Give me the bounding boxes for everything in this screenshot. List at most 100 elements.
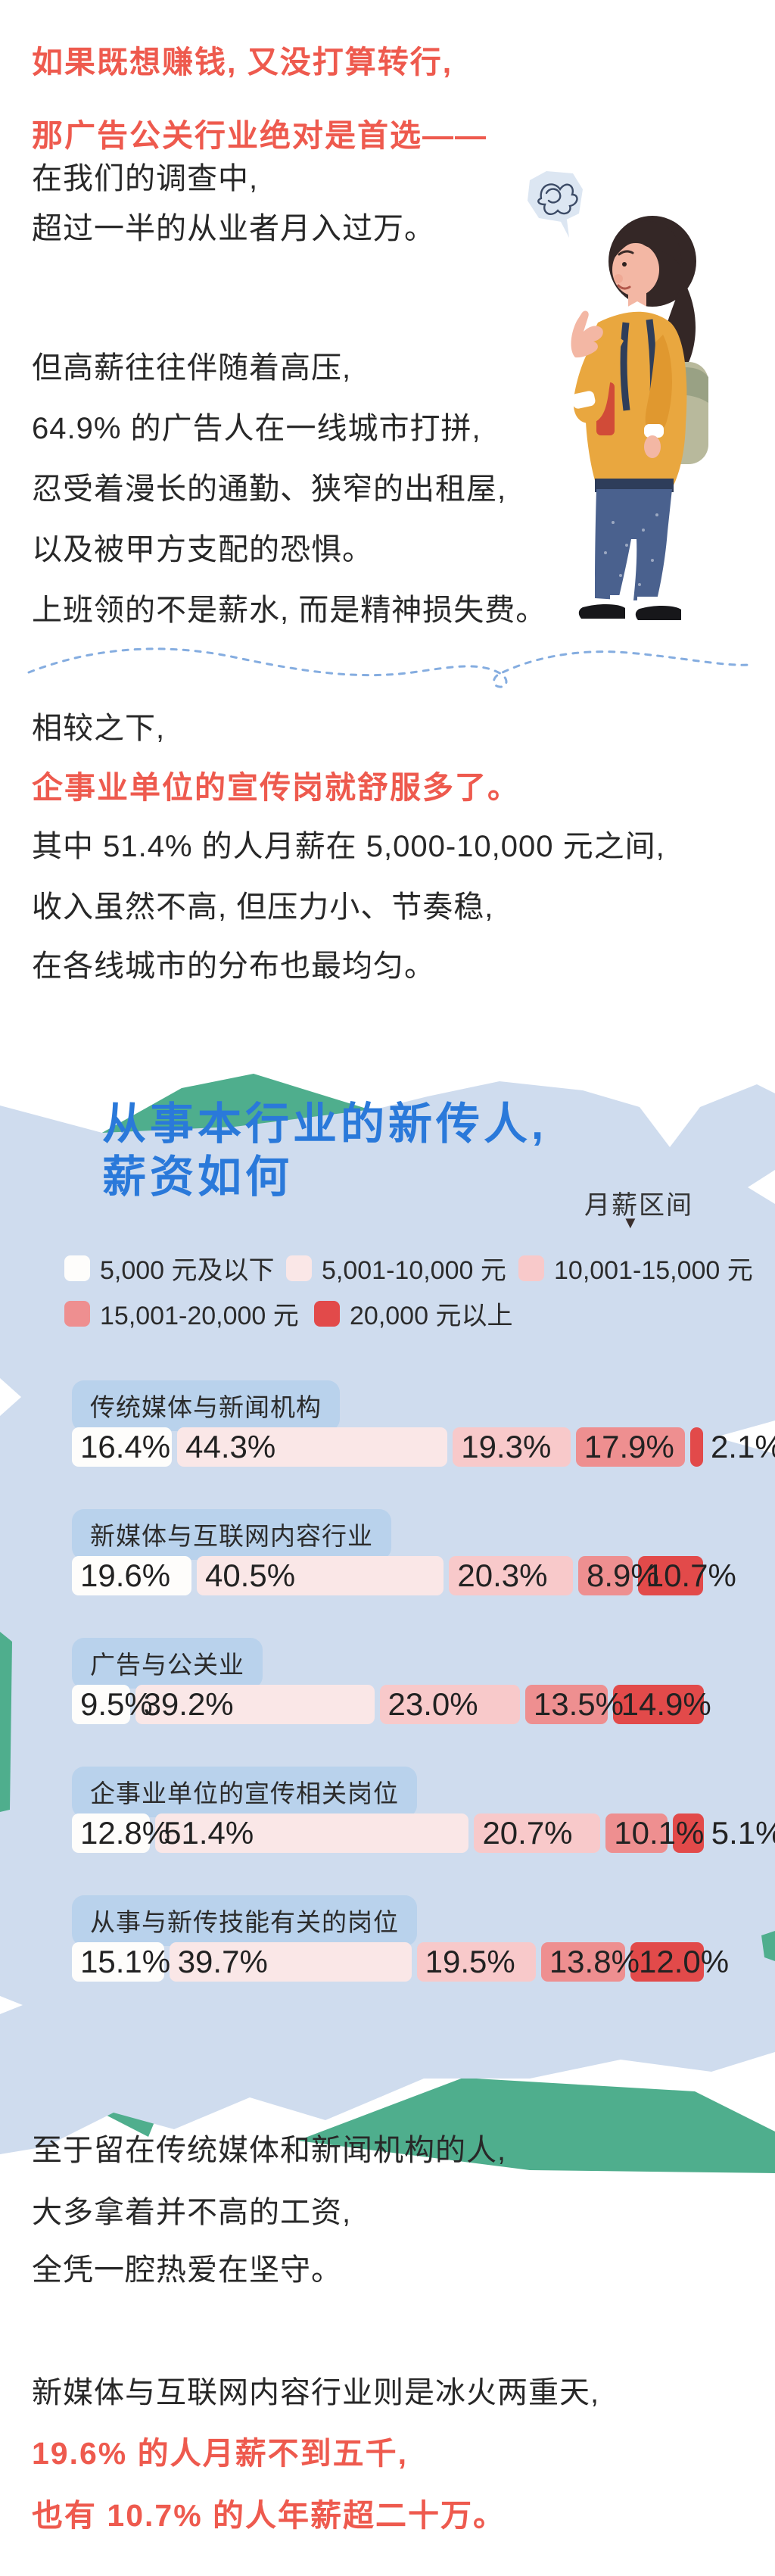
bar-segment: 17.9% <box>575 1427 686 1467</box>
bar-segment: 40.5% <box>196 1556 444 1595</box>
bar-value: 17.9% <box>584 1429 674 1464</box>
legend-swatch <box>64 1255 90 1281</box>
legend-item: 10,001-15,000 元 <box>518 1249 753 1286</box>
outro-line2: 大多拿着并不高的工资, <box>32 2196 352 2229</box>
bar-row-label: 传统媒体与新闻机构 <box>72 1380 340 1435</box>
bar-segment: 19.5% <box>416 1942 536 1982</box>
bar-segment: 19.3% <box>453 1427 571 1467</box>
pressure-line1: 但高薪往往伴随着高压, <box>32 351 352 385</box>
bar-value: 44.3% <box>185 1429 276 1464</box>
bar-value: 19.5% <box>425 1944 515 1979</box>
compare-line2: 其中 51.4% 的人月薪在 5,000-10,000 元之间, <box>32 830 665 863</box>
legend-item: 5,000 元及以下 <box>64 1249 275 1286</box>
bar-value: 13.5% <box>533 1686 624 1722</box>
bar-value: 5.1% <box>711 1815 775 1851</box>
bar-segment: 39.2% <box>135 1685 375 1724</box>
bar-row-label: 广告与公关业 <box>72 1638 263 1692</box>
bar-segment: 20.7% <box>474 1813 601 1853</box>
bar-segment: 10.7% <box>637 1556 736 1595</box>
bar-value: 2.1% <box>710 1429 775 1464</box>
legend-swatch <box>64 1300 90 1327</box>
legend-label: 10,001-15,000 元 <box>554 1256 753 1285</box>
compare-line3: 收入虽然不高, 但压力小、节奏稳, <box>32 890 494 924</box>
bar-value: 20.3% <box>457 1558 548 1593</box>
bar-row: 9.5% 39.2% 23.0% 13.5% 14.9% <box>72 1685 711 1724</box>
bar-segment: 13.5% <box>524 1685 624 1724</box>
chart-title: 从事本行业的新传人, 薪资如何 <box>102 1098 547 1203</box>
bar-value: 40.5% <box>204 1558 296 1593</box>
intro-line1: 在我们的调查中, <box>32 162 259 195</box>
bar-row-label: 企事业单位的宣传相关岗位 <box>72 1767 417 1821</box>
bar-segment: 8.9% <box>578 1556 659 1595</box>
bar-segment: 20.3% <box>449 1556 573 1595</box>
bar-value: 23.0% <box>388 1686 478 1722</box>
intro-headline-line2: 那广告公关行业绝对是首选—— <box>32 118 487 153</box>
bar-value: 39.7% <box>177 1944 268 1979</box>
outro-red-line2: 也有 10.7% 的人年薪超二十万。 <box>32 2498 506 2533</box>
bar-segment: 2.1% <box>690 1427 775 1467</box>
bar-value: 12.0% <box>639 1944 730 1979</box>
bar-value: 39.2% <box>143 1686 234 1722</box>
bar-row: 19.6% 40.5% 20.3% 8.9% 10.7% <box>72 1556 736 1595</box>
legend-swatch <box>518 1255 544 1281</box>
dashed-divider <box>27 647 751 688</box>
legend-label: 5,000 元及以下 <box>100 1256 275 1285</box>
bar-segment: 23.0% <box>379 1685 520 1724</box>
compare-red-line: 企事业单位的宣传岗就舒服多了。 <box>32 770 520 805</box>
outro-line4: 新媒体与互联网内容行业则是冰火两重天, <box>32 2376 600 2409</box>
thought-bubble-icon <box>528 171 583 238</box>
intro-headline-line1: 如果既想赚钱, 又没打算转行, <box>32 45 453 80</box>
bar-value: 9.5% <box>80 1686 153 1722</box>
bar-value: 51.4% <box>163 1815 254 1851</box>
bar-value: 19.3% <box>461 1429 552 1464</box>
bar-segment: 19.6% <box>72 1556 191 1595</box>
bar-value: 20.7% <box>482 1815 573 1851</box>
woman-illustration <box>571 216 708 620</box>
bar-segment: 12.0% <box>630 1942 729 1982</box>
pressure-line4: 以及被甲方支配的恐惧。 <box>32 533 373 566</box>
bar-value: 14.9% <box>621 1686 711 1722</box>
bar-segment: 14.9% <box>612 1685 711 1724</box>
arrow-down-icon: ▼ <box>622 1213 639 1232</box>
outro-line3: 全凭一腔热爱在坚守。 <box>32 2253 342 2287</box>
legend-swatch <box>286 1255 312 1281</box>
bar-row: 16.4% 44.3% 19.3% 17.9% 2.1% <box>72 1427 775 1467</box>
bar-value: 12.8% <box>80 1815 171 1851</box>
bar-segment: 10.1% <box>605 1813 704 1853</box>
bar-segment: 44.3% <box>177 1427 448 1467</box>
intro-line2: 超过一半的从业者月入过万。 <box>32 212 435 245</box>
bar-segment: 16.4% <box>72 1427 173 1467</box>
pressure-line2: 64.9% 的广告人在一线城市打拼, <box>32 412 481 445</box>
salary-axis-label: 月薪区间 <box>584 1191 693 1220</box>
chart-title-line2: 薪资如何 <box>102 1152 294 1202</box>
bar-segment: 15.1% <box>72 1942 170 1982</box>
bar-row-label: 新媒体与互联网内容行业 <box>72 1509 391 1564</box>
chart-title-line1: 从事本行业的新传人, <box>102 1099 548 1149</box>
bar-value: 10.1% <box>614 1815 705 1851</box>
legend-label: 5,001-10,000 元 <box>322 1256 506 1285</box>
legend-label: 20,000 元以上 <box>350 1302 513 1330</box>
bar-segment: 51.4% <box>155 1813 469 1853</box>
legend-swatch <box>314 1300 340 1327</box>
bar-segment: 5.1% <box>672 1813 775 1853</box>
legend-item: 5,001-10,000 元 <box>286 1249 506 1286</box>
bar-row: 12.8% 51.4% 20.7% 10.1% 5.1% <box>72 1813 775 1853</box>
bar-segment: 39.7% <box>169 1942 412 1982</box>
bar-value: 13.8% <box>549 1944 640 1979</box>
pressure-line3: 忍受着漫长的通勤、狭窄的出租屋, <box>32 472 507 506</box>
bar-value: 10.7% <box>646 1558 736 1593</box>
legend-item: 20,000 元以上 <box>314 1295 512 1332</box>
bar-segment: 9.5% <box>72 1685 153 1724</box>
bar-row: 15.1% 39.7% 19.5% 13.8% 12.0% <box>72 1942 729 1982</box>
pressure-line5: 上班领的不是薪水, 而是精神损失费。 <box>32 594 547 627</box>
outro-line1: 至于留在传统媒体和新闻机构的人, <box>32 2134 507 2167</box>
bar-segment: 13.8% <box>540 1942 640 1982</box>
legend-label: 15,001-20,000 元 <box>100 1302 299 1330</box>
outro-red-line1: 19.6% 的人月薪不到五千, <box>32 2436 409 2471</box>
compare-line1: 相较之下, <box>32 712 166 745</box>
compare-line4: 在各线城市的分布也最均匀。 <box>32 950 435 983</box>
bar-value: 15.1% <box>80 1944 171 1979</box>
bar-value: 19.6% <box>80 1558 171 1593</box>
